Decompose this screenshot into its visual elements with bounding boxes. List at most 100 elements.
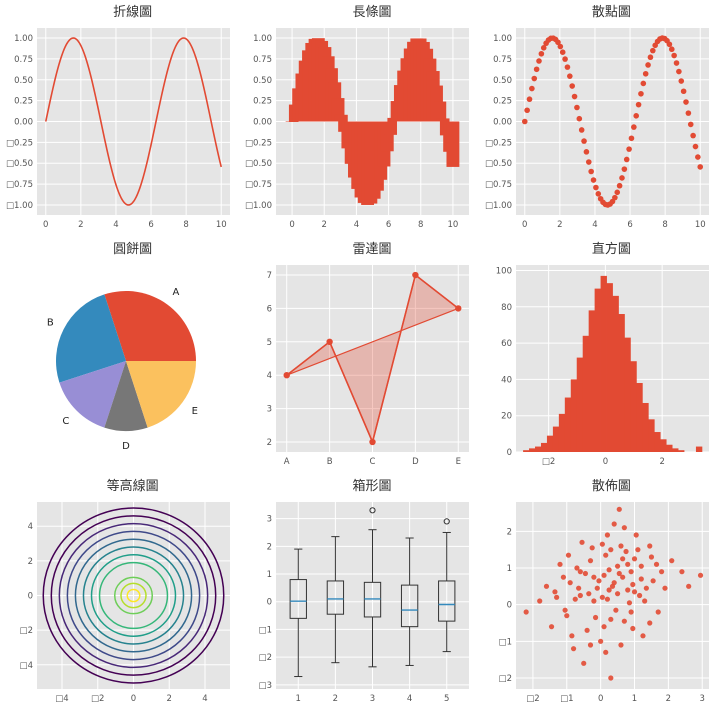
svg-text:1.00: 1.00 bbox=[253, 34, 272, 44]
svg-text:2: 2 bbox=[28, 557, 33, 567]
svg-text:3: 3 bbox=[699, 694, 704, 704]
svg-text:7: 7 bbox=[267, 271, 272, 281]
svg-text:2: 2 bbox=[78, 220, 83, 230]
svg-text:□3: □3 bbox=[259, 681, 272, 691]
svg-text:2: 2 bbox=[333, 694, 338, 704]
svg-text:0: 0 bbox=[602, 457, 607, 467]
svg-text:4: 4 bbox=[202, 694, 207, 704]
svg-text:□0.50: □0.50 bbox=[6, 159, 33, 169]
svg-text:C: C bbox=[370, 457, 376, 467]
svg-text:2: 2 bbox=[322, 220, 327, 230]
subplot-line: 折線圖 0 2 4 6 8 10 1.00 0.75 0.50 0.25 0.00 □0.25 □0.5… bbox=[0, 0, 239, 237]
svg-text:□2: □2 bbox=[542, 457, 555, 467]
svg-text:4: 4 bbox=[354, 220, 359, 230]
svg-text:0: 0 bbox=[43, 220, 48, 230]
svg-text:0.25: 0.25 bbox=[253, 97, 272, 107]
scatter-random-chart: □2 □1 0 1 2 3 2 1 0 □1 □2 bbox=[498, 502, 709, 704]
svg-text:6: 6 bbox=[148, 220, 153, 230]
svg-text:0.00: 0.00 bbox=[14, 118, 33, 128]
radar-chart: A B C D E 2 3 4 5 6 7 bbox=[267, 265, 470, 467]
plot-title-contour: 等高線圖 bbox=[106, 479, 159, 494]
svg-text:3: 3 bbox=[267, 405, 272, 415]
svg-text:5: 5 bbox=[267, 338, 272, 348]
subplot-scatter-sine: 散點圖 0 2 4 6 8 10 1.00 0.75 0.50 0.25 0.00 □0.25 □0.5… bbox=[479, 0, 718, 237]
svg-text:2: 2 bbox=[659, 457, 664, 467]
subplot-scatter-random: 散佈圖 □2 □1 0 1 2 3 2 1 0 □1 □2 bbox=[479, 474, 718, 711]
svg-text:0.75: 0.75 bbox=[14, 55, 33, 65]
svg-text:□1: □1 bbox=[560, 694, 573, 704]
svg-text:0: 0 bbox=[290, 220, 295, 230]
svg-text:E: E bbox=[192, 406, 198, 417]
plot-title-line: 折線圖 bbox=[113, 5, 153, 20]
svg-text:0.25: 0.25 bbox=[14, 97, 33, 107]
svg-text:0: 0 bbox=[506, 601, 511, 611]
subplot-pie: 圓餅圖 A B C D E bbox=[0, 237, 239, 474]
svg-text:2: 2 bbox=[267, 542, 272, 552]
svg-text:□4: □4 bbox=[55, 694, 68, 704]
plot-title-boxplot: 箱形圖 bbox=[352, 479, 392, 494]
svg-text:□0.75: □0.75 bbox=[485, 180, 512, 190]
svg-text:10: 10 bbox=[216, 220, 227, 230]
svg-text:4: 4 bbox=[592, 220, 597, 230]
plot-title-scatter-random: 散佈圖 bbox=[591, 479, 631, 494]
svg-text:0.25: 0.25 bbox=[493, 97, 512, 107]
svg-text:□1.00: □1.00 bbox=[485, 201, 512, 211]
svg-text:4: 4 bbox=[407, 694, 412, 704]
svg-text:2: 2 bbox=[167, 694, 172, 704]
svg-text:2: 2 bbox=[665, 694, 670, 704]
svg-text:6: 6 bbox=[267, 304, 272, 314]
svg-text:100: 100 bbox=[495, 266, 511, 276]
svg-text:1: 1 bbox=[631, 694, 636, 704]
svg-text:B: B bbox=[47, 317, 54, 328]
svg-text:□0.25: □0.25 bbox=[485, 138, 512, 148]
svg-text:□1.00: □1.00 bbox=[245, 201, 272, 211]
svg-text:6: 6 bbox=[627, 220, 632, 230]
svg-text:□0.75: □0.75 bbox=[6, 180, 33, 190]
svg-text:1: 1 bbox=[267, 570, 272, 580]
svg-text:□4: □4 bbox=[20, 661, 33, 671]
svg-text:2: 2 bbox=[267, 438, 272, 448]
svg-text:2: 2 bbox=[506, 527, 511, 537]
svg-text:D: D bbox=[122, 441, 130, 452]
svg-text:□0.25: □0.25 bbox=[245, 138, 272, 148]
svg-text:D: D bbox=[412, 457, 419, 467]
plot-title-histogram: 直方圖 bbox=[591, 242, 631, 257]
svg-text:8: 8 bbox=[662, 220, 667, 230]
svg-text:0.50: 0.50 bbox=[493, 76, 512, 86]
svg-text:B: B bbox=[327, 457, 333, 467]
svg-text:1: 1 bbox=[506, 564, 511, 574]
svg-text:10: 10 bbox=[448, 220, 459, 230]
bar-chart: 0 2 4 6 8 10 1.00 0.75 0.50 0.25 0.00 □0.25 □0.50 □0.… bbox=[245, 28, 470, 230]
svg-text:2: 2 bbox=[557, 220, 562, 230]
svg-text:□0.50: □0.50 bbox=[245, 159, 272, 169]
subplot-bar: 長條圖 0 2 4 6 8 10 1.00 0.75 0.50 0.25 0.00 □0.25 □0.5… bbox=[239, 0, 478, 237]
svg-text:0: 0 bbox=[506, 448, 511, 458]
svg-text:E: E bbox=[456, 457, 461, 467]
svg-text:6: 6 bbox=[386, 220, 391, 230]
svg-text:C: C bbox=[62, 416, 69, 427]
svg-text:A: A bbox=[173, 287, 180, 298]
boxplot-chart: 1 2 3 4 5 3 2 1 0 □1 □2 □3 bbox=[259, 502, 470, 704]
plot-title-scatter-sine: 散點圖 bbox=[591, 5, 631, 20]
svg-text:20: 20 bbox=[501, 412, 512, 422]
line-chart: 0 2 4 6 8 10 1.00 0.75 0.50 0.25 0.00 □0.25 □0.50 □0.… bbox=[6, 28, 230, 230]
svg-text:0: 0 bbox=[267, 598, 272, 608]
subplot-contour: 等高線圖 □4 □2 0 2 4 □4 □2 0 2 4 bbox=[0, 474, 239, 711]
subplot-histogram: 直方圖 □2 0 2 0 20 40 60 80 100 bbox=[479, 237, 718, 474]
svg-text:□1: □1 bbox=[498, 637, 511, 647]
svg-text:4: 4 bbox=[28, 522, 33, 532]
svg-text:4: 4 bbox=[267, 371, 272, 381]
plot-title-bar: 長條圖 bbox=[352, 5, 392, 20]
svg-text:8: 8 bbox=[183, 220, 188, 230]
svg-text:□0.25: □0.25 bbox=[6, 138, 33, 148]
subplot-radar: 雷達圖 A B C D E 2 3 4 5 6 7 bbox=[239, 237, 478, 474]
svg-text:3: 3 bbox=[370, 694, 375, 704]
svg-text:□2: □2 bbox=[259, 653, 272, 663]
svg-text:0: 0 bbox=[131, 694, 136, 704]
svg-text:0.00: 0.00 bbox=[253, 118, 272, 128]
svg-text:□2: □2 bbox=[91, 694, 104, 704]
svg-text:80: 80 bbox=[501, 303, 512, 313]
svg-text:10: 10 bbox=[694, 220, 705, 230]
